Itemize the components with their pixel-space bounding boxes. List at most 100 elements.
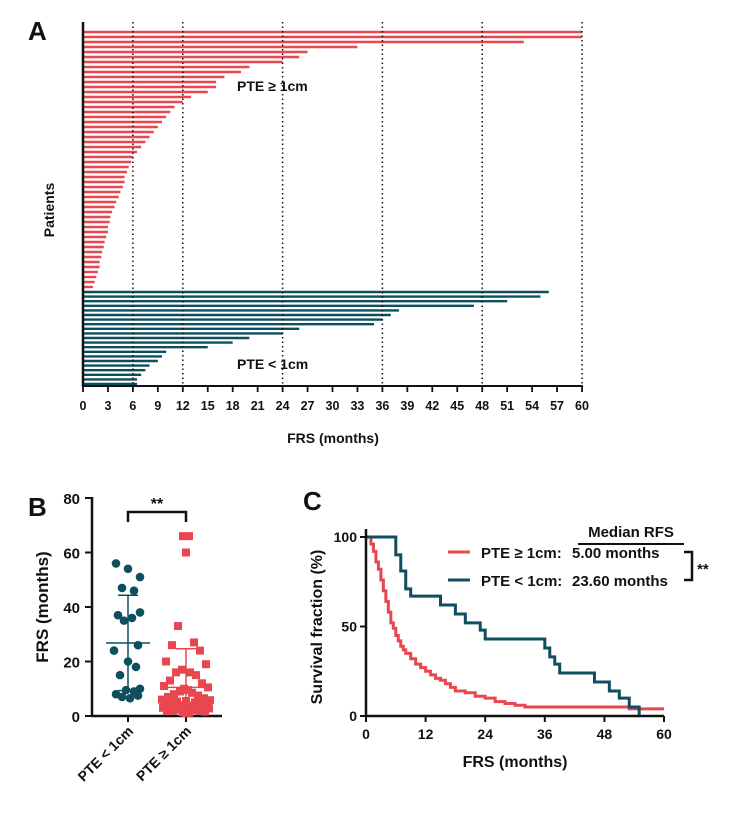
x-tick-label: 27 — [301, 399, 315, 413]
data-point-pte-lt-1cm — [133, 640, 143, 650]
x-tick-label: 6 — [129, 399, 136, 413]
x-tick-label: 54 — [525, 399, 539, 413]
y-tick-label: 80 — [63, 491, 80, 508]
x-tick-label: 0 — [362, 726, 370, 742]
significance-stars: ** — [151, 496, 164, 513]
data-point-pte-lt-1cm — [117, 583, 127, 593]
y-tick-label: 60 — [63, 546, 80, 563]
significance-stars: ** — [697, 561, 709, 578]
legend-label-pte-lt-1cm: PTE < 1cm: — [481, 573, 562, 590]
x-tick-label: 12 — [418, 726, 434, 742]
survival-curve-pte-lt-1cm — [366, 535, 641, 716]
data-point-pte-ge-1cm — [194, 691, 202, 700]
y-tick-label: 40 — [63, 600, 80, 617]
data-point-pte-ge-1cm — [185, 532, 193, 541]
panel-b-y-axis-label: FRS (months) — [33, 551, 52, 662]
panel-a-y-axis-label: Patients — [41, 183, 57, 238]
data-point-pte-ge-1cm — [186, 668, 194, 677]
data-point-pte-lt-1cm — [129, 586, 139, 595]
x-tick-label: 30 — [326, 399, 340, 413]
x-tick-label: 60 — [656, 726, 672, 742]
y-tick-label: 0 — [72, 709, 80, 726]
x-tick-label: 21 — [251, 399, 265, 413]
data-point-pte-lt-1cm — [115, 670, 125, 680]
data-point-pte-lt-1cm — [113, 610, 123, 620]
data-point-pte-ge-1cm — [166, 676, 174, 685]
data-point-pte-ge-1cm — [200, 694, 208, 703]
data-point-pte-lt-1cm — [125, 693, 135, 703]
x-tick-label: 15 — [201, 399, 215, 413]
data-point-pte-ge-1cm — [197, 698, 205, 707]
significance-bracket — [126, 510, 188, 522]
series-label-pte-ge-1cm: PTE ≥ 1cm — [237, 78, 308, 94]
x-tick-label: 24 — [477, 726, 493, 742]
data-point-pte-lt-1cm — [135, 572, 145, 582]
x-tick-label: 39 — [400, 399, 414, 413]
data-point-pte-ge-1cm — [164, 692, 172, 701]
data-point-pte-lt-1cm — [131, 662, 141, 672]
data-point-pte-lt-1cm — [117, 692, 127, 702]
data-point-pte-ge-1cm — [172, 668, 180, 677]
panel-c-x-axis-label: FRS (months) — [463, 754, 568, 771]
x-tick-label: 9 — [154, 399, 161, 413]
data-point-pte-ge-1cm — [176, 687, 184, 696]
data-point-pte-ge-1cm — [198, 679, 206, 688]
x-tick-label: 42 — [425, 399, 439, 413]
data-point-pte-ge-1cm — [158, 695, 166, 704]
x-tick-label: 45 — [450, 399, 464, 413]
significance-bracket — [684, 550, 694, 582]
data-point-pte-ge-1cm — [202, 660, 210, 669]
x-tick-label: 60 — [575, 399, 589, 413]
x-tick-label: 3 — [104, 399, 111, 413]
legend-median-pte-lt-1cm: 23.60 months — [572, 573, 668, 590]
x-tick-label: 57 — [550, 399, 564, 413]
panel-b-label: B — [28, 492, 47, 522]
panel-a-label: A — [28, 16, 47, 46]
y-tick-label: 100 — [334, 529, 358, 545]
data-point-pte-ge-1cm — [163, 707, 171, 716]
data-point-pte-ge-1cm — [168, 641, 176, 650]
x-tick-label: 36 — [375, 399, 389, 413]
data-point-pte-ge-1cm — [174, 622, 182, 631]
x-tick-label: 48 — [475, 399, 489, 413]
y-tick-label: 20 — [63, 655, 80, 672]
data-point-pte-ge-1cm — [162, 657, 170, 666]
data-point-pte-ge-1cm — [196, 646, 204, 655]
data-point-pte-ge-1cm — [195, 706, 203, 715]
data-point-pte-ge-1cm — [206, 696, 214, 705]
data-point-pte-ge-1cm — [188, 688, 196, 697]
data-point-pte-lt-1cm — [111, 559, 121, 568]
data-point-pte-ge-1cm — [170, 690, 178, 699]
panel-a-x-axis-label: FRS (months) — [287, 430, 379, 446]
data-point-pte-ge-1cm — [192, 671, 200, 680]
legend-label-pte-ge-1cm: PTE ≥ 1cm: — [481, 545, 562, 562]
x-tick-label: 48 — [597, 726, 613, 742]
data-point-pte-lt-1cm — [127, 613, 137, 623]
data-point-pte-ge-1cm — [201, 707, 209, 716]
data-point-pte-lt-1cm — [119, 616, 129, 625]
x-tick-label: 36 — [537, 726, 553, 742]
data-point-pte-ge-1cm — [160, 682, 168, 691]
x-tick-label: 18 — [226, 399, 240, 413]
x-tick-label: 51 — [500, 399, 514, 413]
y-tick-label: 50 — [341, 619, 357, 635]
x-tick-label: 33 — [350, 399, 364, 413]
data-point-pte-lt-1cm — [133, 691, 143, 700]
x-tick-label: 24 — [276, 399, 290, 413]
data-point-pte-ge-1cm — [167, 698, 175, 707]
survival-curve-pte-ge-1cm — [366, 535, 664, 711]
x-tick-label: 12 — [176, 399, 190, 413]
data-point-pte-ge-1cm — [179, 532, 187, 541]
data-point-pte-ge-1cm — [178, 665, 186, 674]
data-point-pte-lt-1cm — [109, 646, 119, 655]
y-tick-label: 0 — [349, 708, 357, 724]
data-point-pte-ge-1cm — [190, 638, 198, 647]
panel-c-y-axis-label: Survival fraction (%) — [309, 550, 326, 705]
data-point-pte-ge-1cm — [169, 706, 177, 715]
legend-title: Median RFS — [588, 524, 674, 541]
data-point-pte-lt-1cm — [135, 608, 145, 617]
series-label-pte-lt-1cm: PTE < 1cm — [237, 356, 308, 372]
panel-c-label: C — [303, 486, 322, 516]
legend-median-pte-ge-1cm: 5.00 months — [572, 545, 660, 562]
